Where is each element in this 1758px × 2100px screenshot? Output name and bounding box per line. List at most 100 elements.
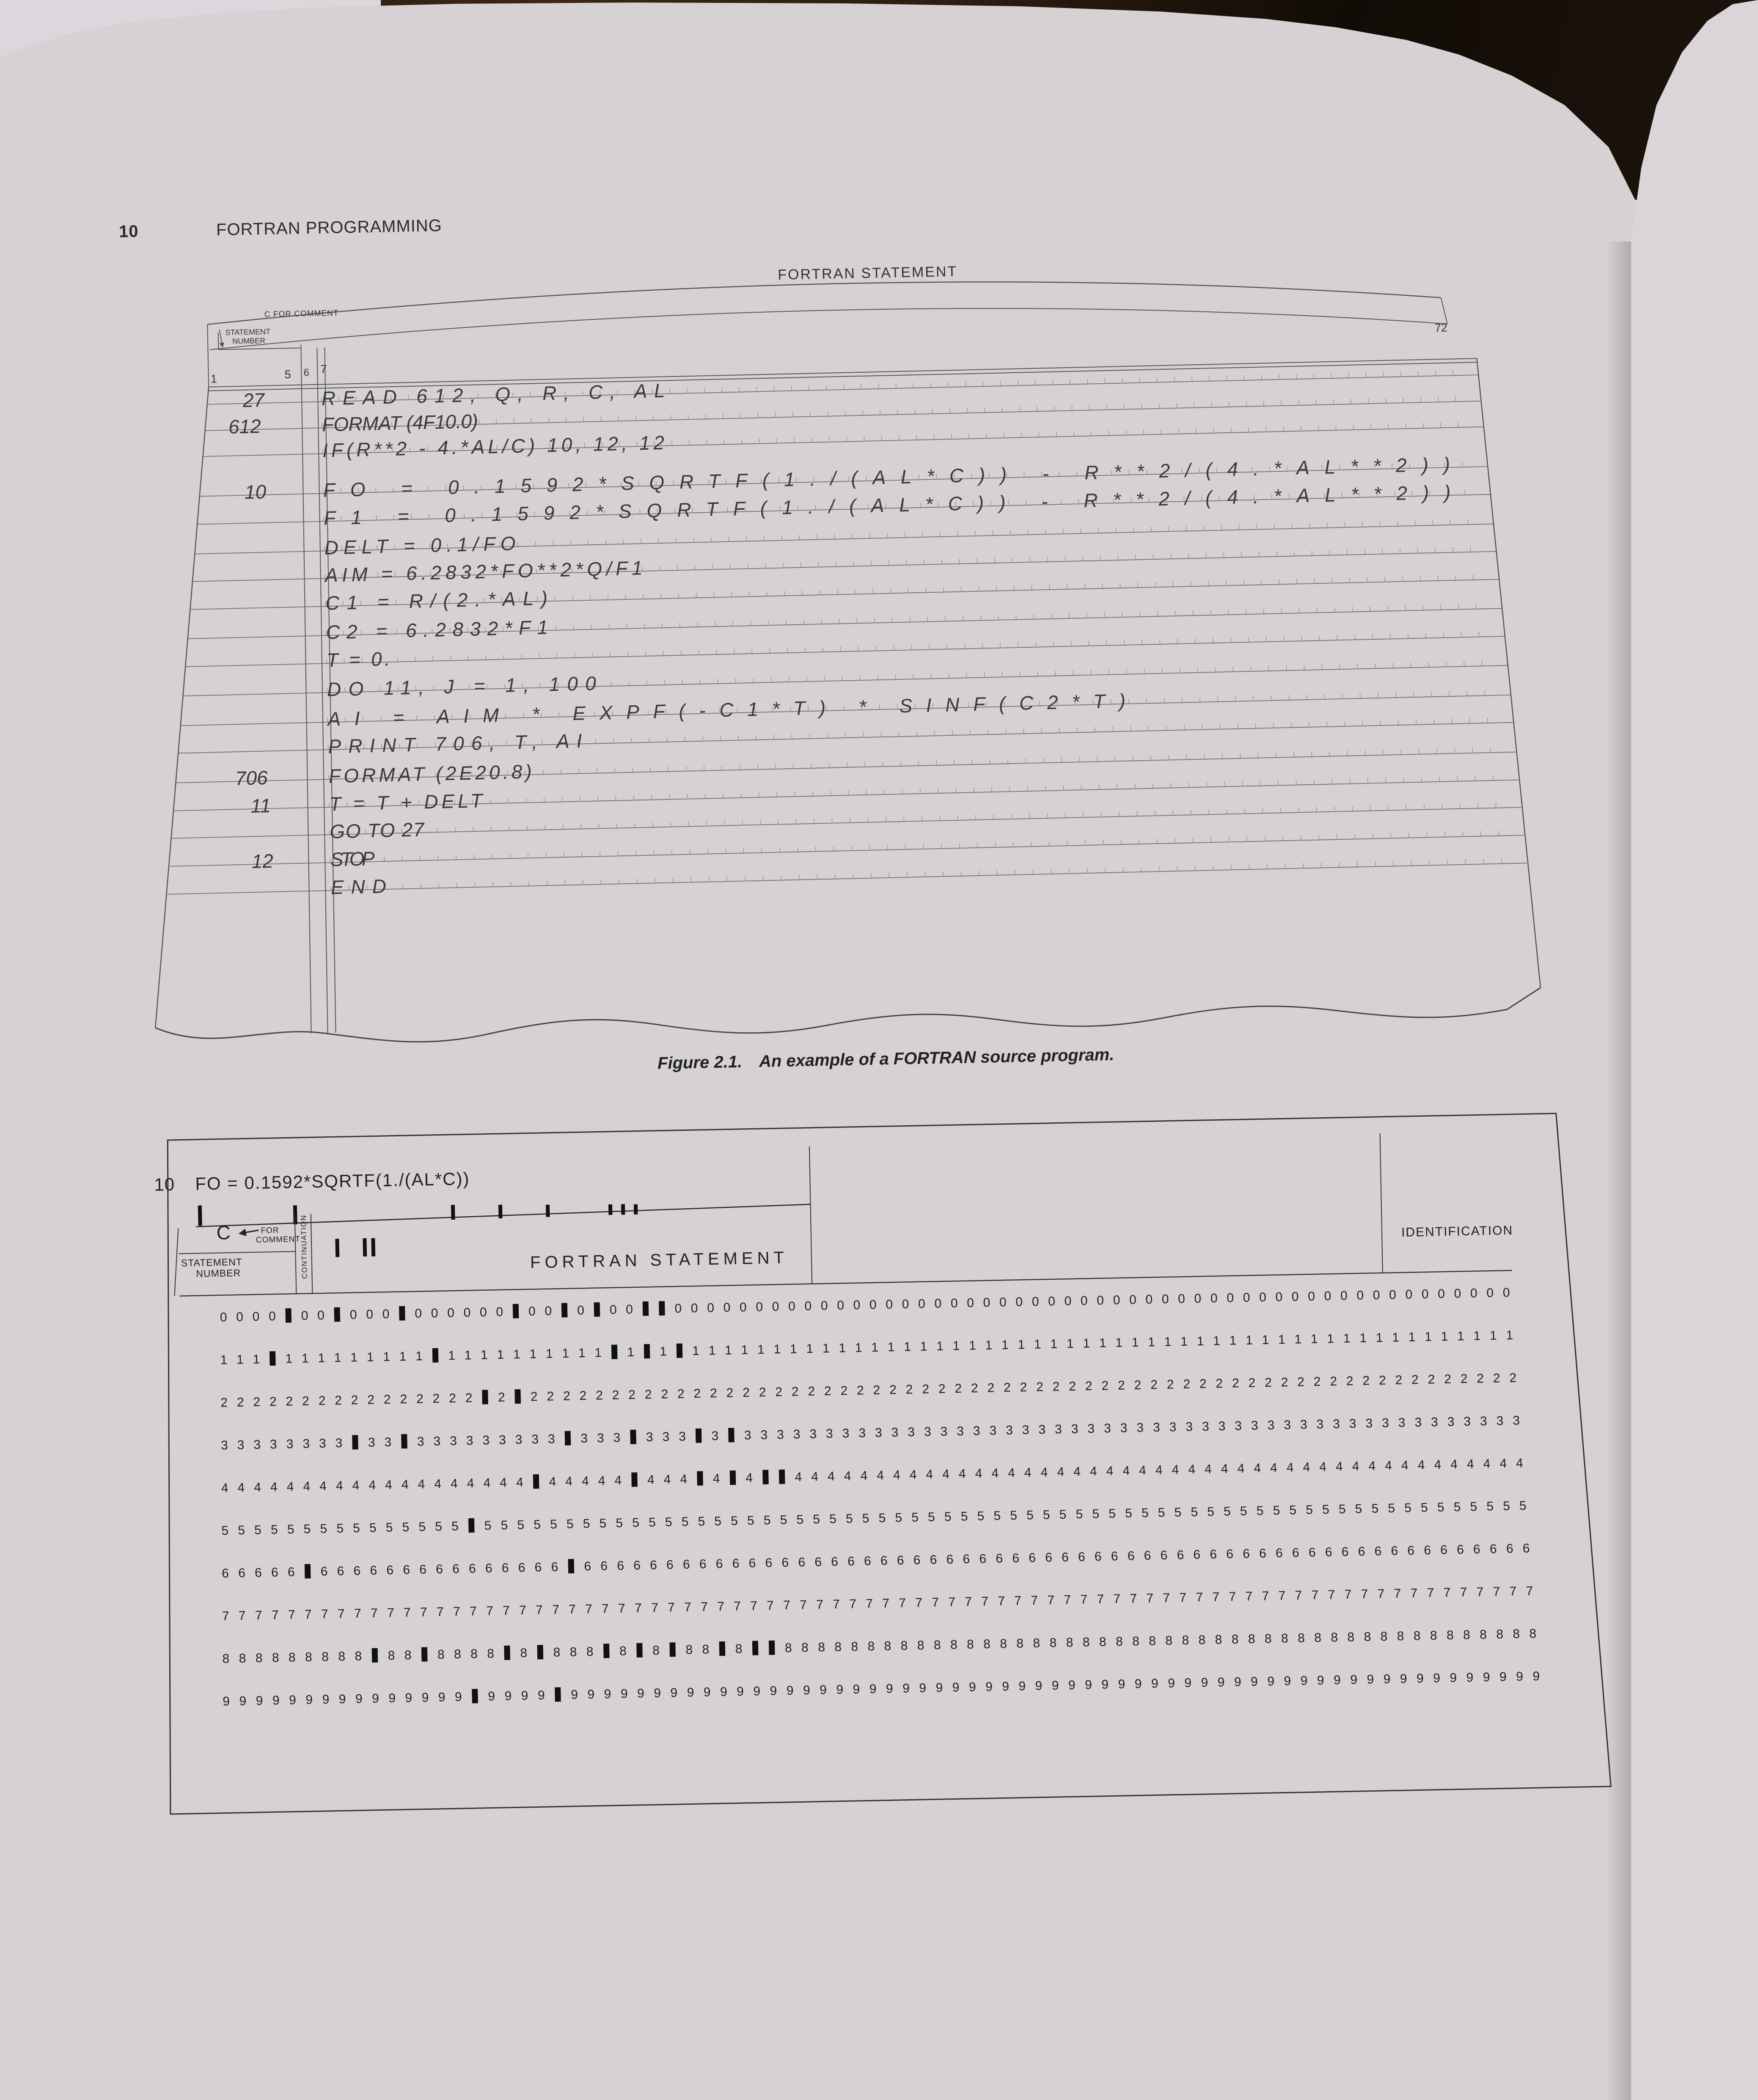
svg-text:0: 0 [1227,1291,1234,1305]
svg-text:3: 3 [1218,1419,1225,1433]
svg-text:2: 2 [938,1382,946,1396]
svg-text:1: 1 [1473,1329,1480,1343]
svg-text:7: 7 [354,1607,361,1621]
svg-text:2: 2 [873,1383,880,1397]
svg-text:2: 2 [1477,1372,1484,1385]
svg-text:7: 7 [1031,1594,1038,1608]
svg-text:5: 5 [517,1518,524,1532]
svg-text:3: 3 [253,1438,261,1452]
svg-text:2: 2 [253,1395,260,1409]
svg-text:5: 5 [763,1513,770,1527]
svg-text:3: 3 [1398,1416,1405,1430]
svg-text:6: 6 [1029,1551,1036,1565]
svg-text:5: 5 [993,1509,1001,1523]
svg-text:0: 0 [1145,1292,1153,1306]
svg-text:6: 6 [238,1566,245,1580]
svg-text:6: 6 [864,1554,871,1568]
svg-text:4: 4 [336,1479,343,1493]
svg-text:7: 7 [1526,1584,1533,1598]
svg-text:6: 6 [1522,1542,1530,1556]
svg-text:0: 0 [788,1300,795,1314]
svg-text:1: 1 [904,1340,911,1354]
svg-text:5: 5 [1371,1502,1378,1516]
svg-text:3: 3 [1316,1417,1323,1431]
svg-text:5: 5 [1289,1503,1296,1517]
svg-text:7: 7 [288,1608,295,1622]
svg-text:1: 1 [969,1339,976,1352]
svg-text:3: 3 [499,1433,506,1447]
svg-text:2: 2 [824,1384,831,1398]
svg-text:6: 6 [502,1561,509,1575]
svg-text:7: 7 [965,1595,972,1609]
svg-text:9: 9 [787,1684,794,1698]
svg-text:1: 1 [529,1347,536,1361]
svg-text:4: 4 [1106,1464,1113,1478]
svg-text:1: 1 [1457,1329,1464,1343]
svg-text:3: 3 [1267,1418,1274,1432]
svg-text:1: 1 [1131,1336,1139,1350]
svg-text:0: 0 [350,1308,357,1322]
svg-text:7: 7 [701,1600,708,1614]
svg-text:1: 1 [1246,1333,1253,1347]
svg-text:7: 7 [1427,1586,1434,1600]
svg-text:5: 5 [1043,1508,1050,1522]
svg-text:6: 6 [1424,1543,1431,1557]
svg-text:2: 2 [270,1395,277,1409]
svg-text:5: 5 [1109,1506,1116,1520]
svg-text:2: 2 [596,1388,603,1402]
svg-text:0: 0 [853,1298,860,1312]
svg-text:3: 3 [1447,1415,1454,1429]
svg-text:0: 0 [902,1297,909,1311]
svg-text:3: 3 [335,1436,342,1450]
svg-text:7: 7 [1262,1589,1269,1603]
svg-text:6: 6 [1193,1548,1200,1562]
svg-text:1: 1 [1115,1336,1122,1350]
svg-text:2: 2 [1118,1378,1125,1392]
svg-text:7: 7 [981,1594,988,1608]
svg-text:5: 5 [878,1511,886,1525]
svg-text:9: 9 [1417,1671,1424,1685]
svg-text:3: 3 [842,1427,849,1440]
svg-text:4: 4 [451,1477,458,1491]
svg-text:1: 1 [1148,1335,1155,1349]
svg-text:6: 6 [1144,1549,1151,1563]
svg-text:4: 4 [1434,1458,1441,1472]
svg-text:COMMENT: COMMENT [256,1235,301,1245]
svg-text:2: 2 [792,1385,799,1399]
svg-text:2: 2 [840,1384,847,1398]
svg-text:2: 2 [857,1383,864,1397]
svg-text:2: 2 [384,1393,391,1407]
svg-text:5: 5 [1453,1500,1461,1514]
svg-text:2: 2 [351,1393,358,1407]
svg-text:4: 4 [1205,1462,1212,1476]
svg-text:4: 4 [1221,1462,1228,1476]
svg-text:0: 0 [821,1299,828,1313]
svg-text:FOR: FOR [261,1226,279,1235]
svg-text:8: 8 [222,1652,229,1666]
svg-text:9: 9 [621,1687,628,1701]
svg-text:0: 0 [1324,1289,1331,1303]
svg-text:8: 8 [1000,1637,1007,1651]
svg-text:9: 9 [338,1692,346,1706]
svg-text:7: 7 [668,1600,675,1614]
svg-text:0: 0 [577,1303,584,1317]
svg-text:9: 9 [820,1683,827,1697]
svg-text:1: 1 [302,1352,309,1366]
svg-text:9: 9 [1267,1674,1274,1688]
svg-text:0: 0 [269,1309,276,1323]
svg-text:9: 9 [1499,1670,1507,1684]
svg-text:7: 7 [1245,1589,1252,1603]
svg-text:7: 7 [1311,1588,1318,1602]
svg-text:9: 9 [637,1687,644,1701]
svg-text:4: 4 [1499,1457,1507,1471]
svg-text:1: 1 [1018,1338,1025,1352]
svg-text:5: 5 [911,1510,919,1524]
svg-text:2: 2 [1232,1376,1239,1390]
svg-text:3: 3 [1055,1422,1062,1436]
svg-text:0: 0 [1356,1289,1364,1303]
svg-text:9: 9 [654,1686,661,1700]
svg-text:0: 0 [1291,1290,1299,1304]
svg-text:4: 4 [614,1473,622,1487]
svg-text:0: 0 [707,1301,714,1315]
svg-text:6: 6 [1276,1546,1283,1560]
